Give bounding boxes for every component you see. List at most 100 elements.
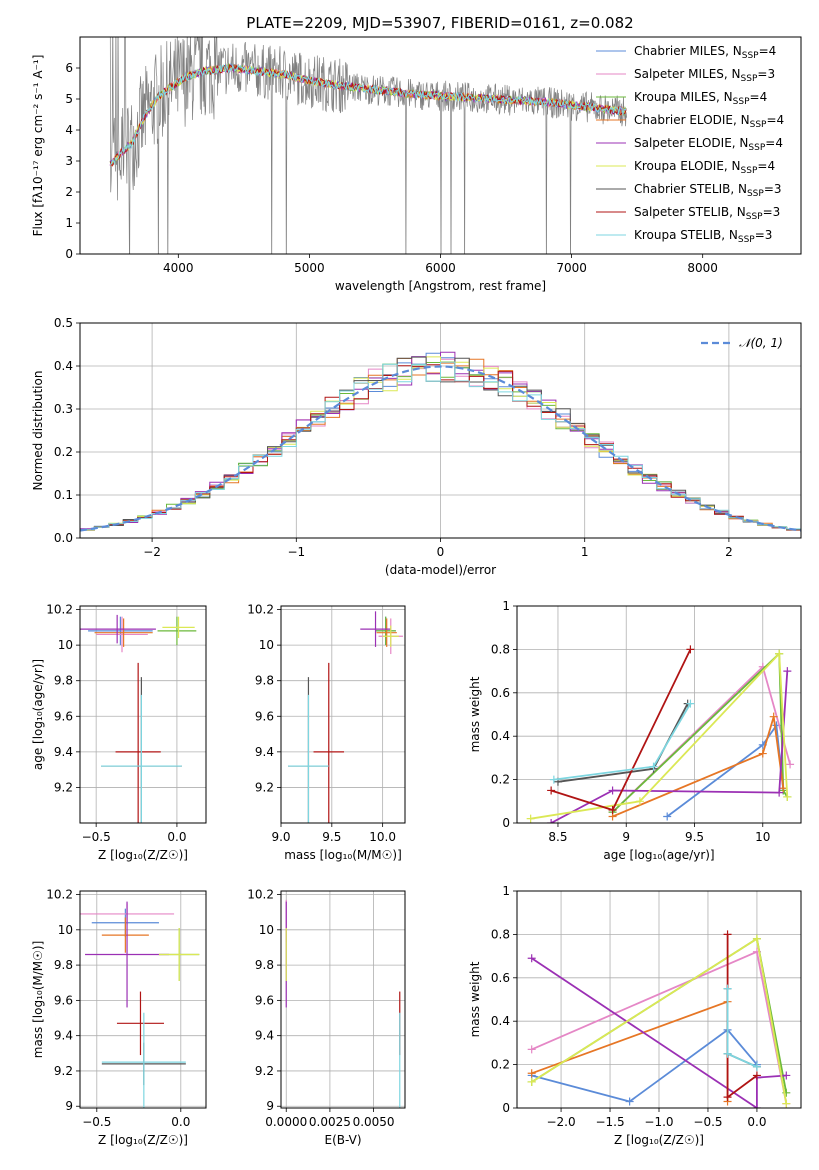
y-axis-label: Normed distribution — [31, 371, 45, 491]
legend-label: 𝒩(0, 1) — [739, 336, 783, 350]
y-tick-label: 1 — [65, 216, 73, 230]
legend-label: Chabrier MILES, NSSP=4 — [634, 44, 776, 61]
y-tick-label: 0.4 — [491, 729, 510, 743]
x-tick-label: 9.5 — [322, 830, 341, 844]
axes-frame — [79, 890, 207, 1109]
y-tick-label: 9.8 — [54, 674, 73, 688]
axes-frame — [79, 322, 802, 539]
x-tick-label: 0.0050 — [353, 1115, 395, 1129]
x-tick-label: 7000 — [556, 261, 587, 275]
y-tick-label: 0.4 — [491, 1014, 510, 1028]
weight-line — [531, 957, 787, 1108]
y-tick-label: 3 — [65, 154, 73, 168]
y-tick-label: 9.6 — [255, 993, 274, 1007]
x-axis-label: E(B-V) — [324, 1133, 361, 1147]
plot-area — [285, 899, 401, 1108]
legend-count: =3 — [763, 205, 781, 219]
legend-label: Chabrier STELIB, NSSP=3 — [634, 182, 782, 199]
weight-marker — [608, 805, 617, 814]
y-tick-label: 9 — [266, 1099, 274, 1113]
y-tick-label: 9.4 — [54, 745, 73, 759]
y-axis-label: Flux [fλ10⁻¹⁷ erg cm⁻² s⁻¹ A⁻¹] — [31, 55, 45, 237]
legend-count: =4 — [766, 113, 784, 127]
residual-histogram — [80, 356, 801, 531]
y-tick-label: 9.6 — [54, 709, 73, 723]
plot-area — [80, 901, 200, 1108]
x-tick-label: 0.0 — [167, 830, 186, 844]
x-tick-label: 6000 — [425, 261, 456, 275]
age-weight-panel: 8.5 9 9.5 10 0 0.2 0.4 0.6 0.8 1 age [log₁₀(age/yr… — [468, 599, 802, 862]
legend-label: Salpeter STELIB, NSSP=3 — [634, 205, 780, 222]
y-tick-label: 0.2 — [54, 445, 73, 459]
y-tick-label: 9.4 — [255, 745, 274, 759]
x-tick-label: −1 — [287, 545, 305, 559]
weight-line — [530, 651, 789, 820]
x-tick-label: −2.0 — [546, 1115, 575, 1129]
y-tick-label: 0 — [65, 247, 73, 261]
weight-marker — [769, 712, 778, 721]
axes-frame — [516, 890, 802, 1109]
x-tick-label: 9 — [622, 830, 630, 844]
y-tick-label: 0.1 — [54, 488, 73, 502]
axes-frame — [79, 605, 207, 824]
weight-marker — [752, 1071, 761, 1080]
y-tick-label: 9.2 — [54, 1064, 73, 1078]
weight-line — [611, 651, 789, 813]
x-tick-label: 4000 — [163, 261, 194, 275]
legend-count: =3 — [764, 182, 782, 196]
weight-marker — [527, 1077, 536, 1086]
y-tick-label: 6 — [65, 61, 73, 75]
weight-marker — [723, 1093, 732, 1102]
x-tick-label: 5000 — [294, 261, 325, 275]
y-tick-label: 9.8 — [255, 958, 274, 972]
axes-frame — [280, 605, 406, 824]
y-tick-label: 9.2 — [54, 780, 73, 794]
weight-marker — [752, 934, 761, 943]
weight-line — [726, 988, 758, 1068]
y-tick-label: 10.2 — [46, 888, 73, 902]
y-tick-label: 0.5 — [54, 316, 73, 330]
model-spectrum — [110, 63, 627, 166]
y-tick-label: 0.2 — [491, 1058, 510, 1072]
metallicity-age-panel: −0.5 0.0 9.2 9.4 9.6 9.8 10 10.2 Z [log₁₀(Z/Z☉)]… — [31, 603, 207, 862]
y-tick-label: 0.6 — [491, 686, 510, 700]
x-tick-label: −1.0 — [644, 1115, 673, 1129]
y-tick-label: 9.8 — [54, 958, 73, 972]
weight-marker — [783, 792, 792, 801]
x-tick-label: −2 — [143, 545, 161, 559]
y-tick-label: 0.6 — [491, 971, 510, 985]
legend-count: =4 — [757, 159, 775, 173]
legend-subscript: SSP — [733, 97, 750, 107]
weight-marker — [686, 699, 695, 708]
x-axis-label: Z [log₁₀(Z/Z☉)] — [614, 1133, 704, 1147]
y-tick-label: 9.8 — [255, 674, 274, 688]
y-tick-label: 9 — [65, 1099, 73, 1113]
plot-area — [526, 645, 795, 823]
x-tick-label: −0.5 — [82, 1115, 111, 1129]
legend-label: Kroupa ELODIE, NSSP=4 — [634, 159, 775, 176]
mass-age-panel: 9.0 9.5 10.0 9.2 9.4 9.6 9.8 10 10.2 mass [log₁₀(… — [247, 603, 406, 862]
observed-spectrum — [109, 37, 627, 254]
legend-count: =4 — [765, 136, 783, 150]
weight-marker — [547, 819, 556, 823]
y-tick-label: 0 — [502, 1101, 510, 1115]
y-tick-label: 9.4 — [54, 1029, 73, 1043]
y-tick-label: 1 — [502, 599, 510, 613]
x-tick-label: 9.0 — [271, 830, 290, 844]
y-axis-label: mass weight — [468, 961, 482, 1037]
legend-subscript: SSP — [738, 235, 755, 245]
y-tick-label: 5 — [65, 92, 73, 106]
weight-marker — [723, 984, 732, 993]
y-tick-label: 10 — [58, 638, 73, 652]
legend-subscript: SSP — [741, 166, 758, 176]
x-tick-label: 1 — [581, 545, 589, 559]
x-tick-label: −1.5 — [595, 1115, 624, 1129]
weight-line — [666, 722, 785, 818]
legend-subscript: SSP — [748, 143, 765, 153]
weight-marker — [608, 786, 617, 795]
y-axis-label: age [log₁₀(age/yr)] — [31, 659, 45, 770]
legend-count: =4 — [759, 44, 777, 58]
weight-line — [612, 716, 785, 818]
weight-marker — [625, 1097, 634, 1106]
